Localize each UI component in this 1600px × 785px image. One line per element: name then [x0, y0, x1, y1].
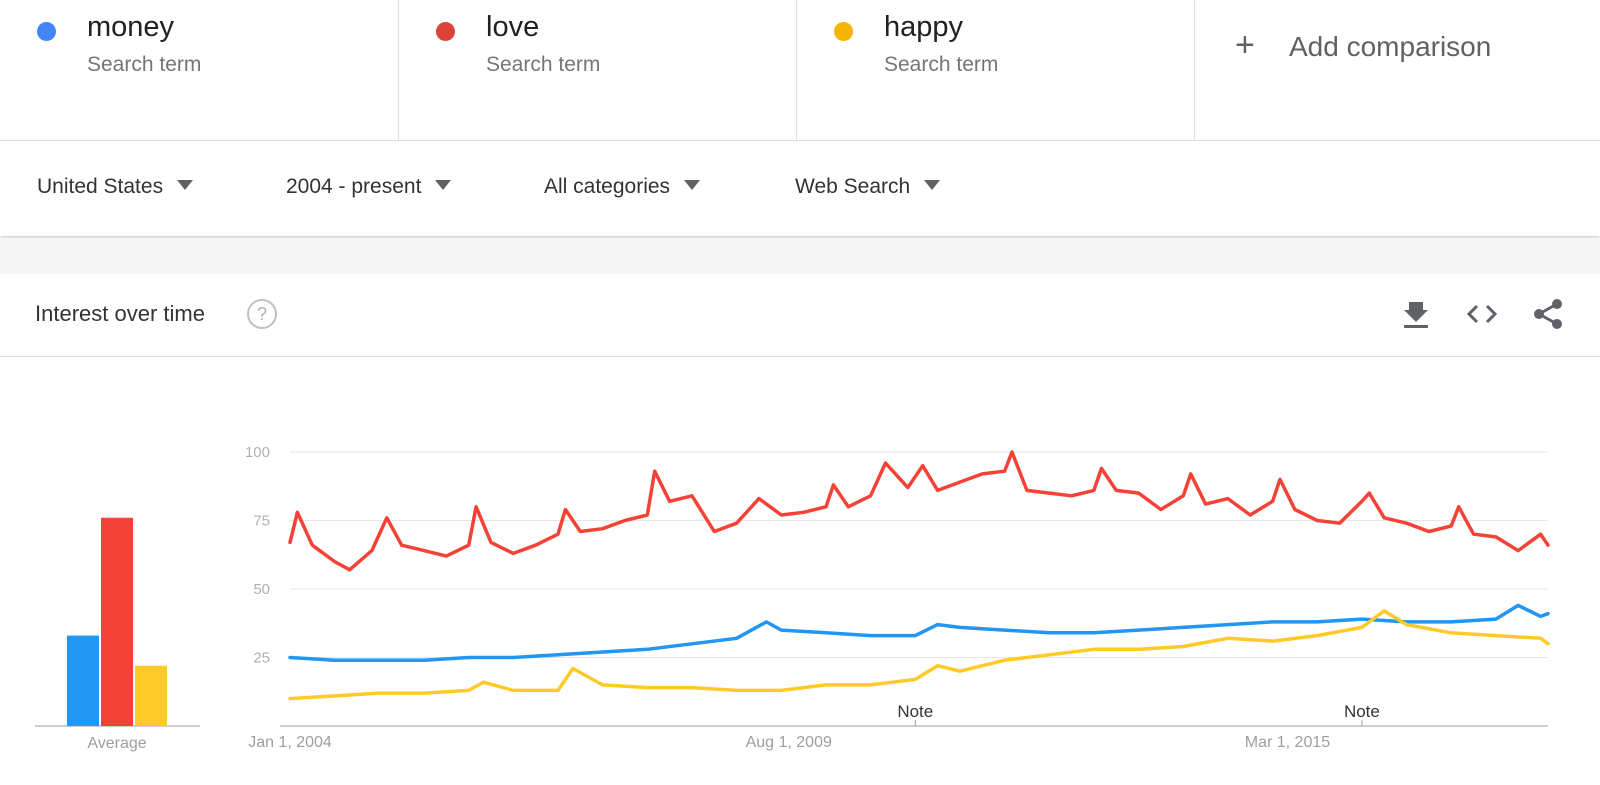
series-color-dot [436, 22, 455, 41]
note-label: Note [897, 702, 933, 721]
add-comparison-button[interactable]: + Add comparison [1195, 0, 1600, 140]
series-line-love [288, 450, 1550, 572]
term-type: Search term [87, 53, 202, 76]
term-type: Search term [486, 53, 601, 76]
term-name: happy [884, 11, 964, 43]
average-label: Average [87, 735, 146, 752]
term-type: Search term [884, 53, 999, 76]
caret-down-icon [924, 180, 941, 191]
y-tick-label: 100 [245, 444, 270, 461]
y-tick-label: 75 [253, 513, 270, 530]
region-dropdown[interactable]: United States [37, 175, 194, 199]
filter-bar: United States 2004 - present All categor… [0, 141, 1600, 236]
term-name: love [486, 11, 540, 43]
interest-over-time-header: Interest over time ? [0, 274, 1600, 357]
interest-over-time-chart: 25 50 75 100 Jan 1, 2004 Aug 1, 2009 Mar 1, 20… [35, 444, 1550, 752]
term-name: money [87, 11, 175, 43]
category-value: All categories [544, 175, 671, 198]
term-card-happy[interactable]: happy Search term [797, 0, 1195, 140]
region-value: United States [37, 175, 164, 198]
term-card-love[interactable]: love Search term [399, 0, 797, 140]
note-label: Note [1344, 702, 1380, 721]
caret-down-icon [684, 180, 701, 191]
plus-icon: + [1235, 26, 1255, 64]
search-type-dropdown[interactable]: Web Search [795, 175, 941, 199]
term-card-money[interactable]: money Search term [0, 0, 399, 140]
comparison-bar: money Search term love Search term happy… [0, 0, 1600, 141]
time-range-dropdown[interactable]: 2004 - present [286, 175, 452, 199]
average-bar-love [101, 517, 133, 726]
category-dropdown[interactable]: All categories [544, 175, 701, 199]
share-icon[interactable] [1530, 296, 1566, 332]
y-tick-label: 25 [253, 650, 270, 667]
download-icon[interactable] [1398, 296, 1434, 332]
help-icon[interactable]: ? [247, 299, 277, 329]
x-tick-label: Jan 1, 2004 [248, 734, 332, 751]
series-color-dot [37, 22, 56, 41]
card-title: Interest over time [35, 301, 205, 326]
series-line-happy [288, 609, 1550, 701]
time-range-value: 2004 - present [286, 175, 422, 198]
y-tick-label: 50 [253, 581, 270, 598]
caret-down-icon [435, 180, 452, 191]
average-bar-happy [135, 665, 167, 726]
x-tick-label: Aug 1, 2009 [746, 734, 832, 751]
average-bar-money [67, 635, 99, 726]
section-divider [0, 238, 1600, 274]
embed-icon[interactable] [1464, 296, 1500, 332]
search-type-value: Web Search [795, 175, 911, 198]
add-comparison-label: Add comparison [1289, 31, 1492, 62]
x-tick-label: Mar 1, 2015 [1245, 734, 1330, 751]
series-color-dot [834, 22, 853, 41]
caret-down-icon [177, 180, 194, 191]
series-line-money [288, 603, 1550, 662]
